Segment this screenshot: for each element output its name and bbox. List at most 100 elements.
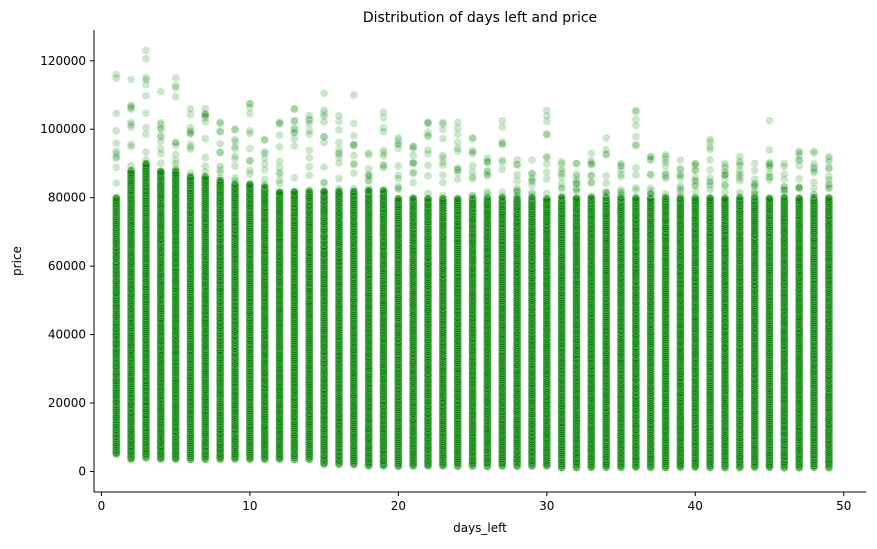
data-point (126, 122, 136, 132)
data-point (126, 75, 136, 84)
data-points (112, 46, 834, 472)
data-point (112, 126, 121, 136)
data-point (290, 187, 299, 196)
data-point (275, 118, 284, 127)
data-point (156, 137, 166, 146)
data-point (483, 189, 492, 199)
data-point (468, 148, 477, 157)
data-point (542, 167, 551, 177)
data-point (215, 127, 225, 136)
data-point (512, 170, 522, 180)
data-point (468, 167, 477, 177)
data-point (305, 162, 314, 171)
data-point (112, 178, 121, 188)
data-point (453, 163, 462, 173)
data-point (334, 125, 344, 135)
data-point (453, 118, 462, 127)
data-point (409, 168, 418, 177)
data-point (141, 155, 151, 165)
data-point (527, 155, 537, 165)
data-point (438, 191, 448, 200)
data-point (319, 187, 329, 196)
data-point (126, 100, 136, 110)
data-point (245, 179, 255, 189)
data-point (171, 73, 180, 83)
data-point (171, 163, 180, 173)
chart-title: Distribution of days left and price (363, 10, 597, 26)
data-point (364, 186, 373, 195)
data-point (349, 140, 358, 149)
data-point (112, 153, 121, 163)
data-point (512, 190, 522, 200)
data-point (334, 138, 344, 147)
data-point (453, 175, 462, 184)
data-point (453, 194, 462, 204)
data-point (126, 166, 136, 176)
data-point (557, 157, 566, 167)
data-point (245, 144, 255, 153)
data-point (112, 193, 121, 203)
data-point (334, 184, 344, 193)
data-point (423, 146, 433, 155)
data-point (319, 138, 329, 147)
data-point (186, 144, 195, 154)
data-point (112, 149, 121, 159)
data-point (215, 139, 225, 149)
data-point (394, 174, 403, 183)
data-point (305, 146, 314, 155)
data-point (260, 175, 269, 184)
data-point (215, 118, 225, 127)
data-point (423, 161, 433, 170)
data-point (349, 168, 358, 178)
data-point (468, 133, 477, 143)
data-point (126, 118, 136, 127)
data-point (364, 170, 373, 180)
data-point (409, 178, 418, 187)
data-point (438, 134, 448, 143)
data-point (349, 151, 358, 160)
data-point (349, 159, 358, 169)
data-point (319, 162, 329, 172)
data-point (112, 109, 121, 118)
data-point (364, 148, 373, 158)
data-point (423, 118, 433, 127)
data-point (141, 147, 151, 157)
data-point (334, 111, 344, 120)
data-point (349, 119, 358, 128)
data-point (112, 163, 121, 172)
data-point (379, 163, 388, 173)
data-point (349, 131, 358, 141)
data-point (438, 170, 448, 180)
data-point (245, 109, 255, 118)
data-point (201, 104, 210, 113)
data-point (275, 176, 284, 185)
data-point (171, 92, 180, 101)
data-point (498, 116, 507, 125)
data-point (379, 127, 388, 136)
data-point (305, 111, 314, 120)
data-point (290, 116, 299, 125)
data-point (290, 173, 299, 183)
data-point (438, 178, 448, 187)
data-point (394, 194, 403, 203)
data-point (141, 109, 151, 118)
data-point (171, 138, 180, 148)
data-point (230, 175, 240, 185)
data-point (156, 149, 166, 159)
data-point (126, 120, 136, 129)
data-point (453, 138, 462, 147)
data-point (542, 129, 551, 139)
data-point (215, 173, 225, 183)
data-point (498, 155, 507, 165)
data-point (275, 168, 284, 177)
data-point (557, 191, 566, 201)
data-point (468, 191, 477, 200)
data-point (423, 171, 433, 181)
data-point (394, 184, 403, 194)
data-point (245, 99, 255, 108)
data-point (379, 185, 388, 194)
data-point (230, 161, 240, 171)
data-point (201, 167, 210, 177)
data-point (126, 161, 136, 171)
